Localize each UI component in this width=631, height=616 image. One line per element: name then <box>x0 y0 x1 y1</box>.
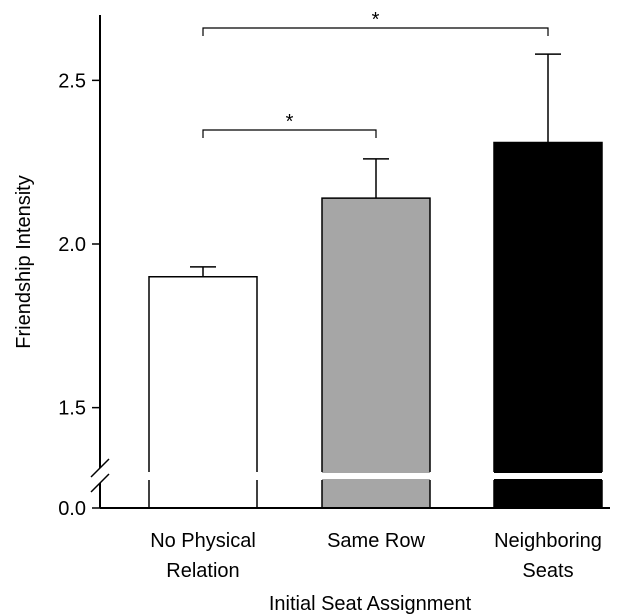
bars-layer <box>148 141 603 509</box>
axes: 0.0 1.5 2.0 2.5 No Physical Relation Same Row… <box>58 15 610 582</box>
bar-outline-lower <box>493 480 603 508</box>
x-tick-label: Same Row <box>327 530 425 552</box>
y-tick-label: 2.0 <box>58 234 86 256</box>
x-ticks: No Physical Relation Same Row Neighboring Se… <box>150 530 602 582</box>
x-axis-title: Initial Seat Assignment <box>269 593 472 615</box>
bar-break-band <box>148 473 258 479</box>
y-tick-label: 1.5 <box>58 398 86 420</box>
bar <box>149 276 257 508</box>
y-axis-title: Friendship Intensity <box>13 175 35 348</box>
axis-break-mark-2 <box>90 473 110 493</box>
error-bars-layer <box>190 53 561 277</box>
x-tick-label: Seats <box>522 560 573 582</box>
significance-layer: ** <box>202 9 549 138</box>
bar <box>322 198 430 509</box>
significance-star: * <box>286 111 294 133</box>
bar-outline-lower <box>321 480 431 508</box>
bar <box>494 142 602 508</box>
bar-break-band <box>493 473 603 479</box>
axis-break-mark-1 <box>90 458 110 478</box>
bar-break-band <box>321 473 431 479</box>
y-ticks: 0.0 1.5 2.0 2.5 <box>58 70 100 520</box>
x-tick-label: No Physical <box>150 530 256 552</box>
y-tick-label: 0.0 <box>58 498 86 520</box>
x-tick-label: Neighboring <box>494 530 602 552</box>
bar-outline-lower <box>148 480 258 508</box>
significance-star: * <box>372 9 380 31</box>
significance-bracket <box>202 27 549 36</box>
x-tick-label: Relation <box>166 560 239 582</box>
y-tick-label: 2.5 <box>58 70 86 92</box>
significance-bracket <box>202 129 377 138</box>
